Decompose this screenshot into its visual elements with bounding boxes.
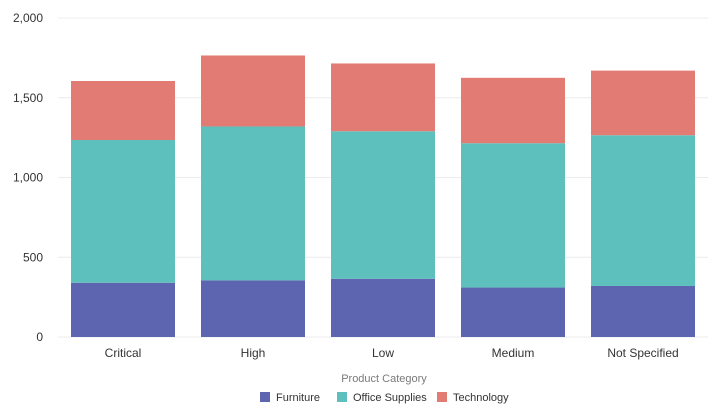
legend: Product Category Furniture Office Supplie…	[260, 373, 509, 404]
y-tick-label: 1,000	[13, 171, 43, 185]
legend-swatch-technology	[437, 392, 447, 402]
bar-low-technology[interactable]	[331, 63, 435, 132]
bar-not-specified-office-supplies[interactable]	[591, 135, 695, 286]
bar-medium-furniture[interactable]	[461, 287, 565, 337]
legend-swatch-office-supplies	[337, 392, 347, 402]
legend-item-technology[interactable]: Technology	[437, 392, 509, 404]
bar-critical-office-supplies[interactable]	[71, 140, 175, 283]
bar-critical-technology[interactable]	[71, 81, 175, 141]
legend-title: Product Category	[341, 373, 427, 385]
y-axis: 0 500 1,000 1,500 2,000	[13, 11, 43, 344]
x-axis: Critical High Low Medium Not Specified	[105, 346, 679, 360]
legend-items: Furniture Office Supplies Technology	[260, 392, 509, 404]
bar-low-office-supplies[interactable]	[331, 131, 435, 279]
legend-item-furniture[interactable]: Furniture	[260, 392, 320, 404]
legend-label-office-supplies: Office Supplies	[353, 392, 427, 404]
x-tick-label-not-specified: Not Specified	[607, 346, 678, 360]
bar-high-furniture[interactable]	[201, 280, 305, 337]
y-tick-label: 1,500	[13, 91, 43, 105]
legend-label-furniture: Furniture	[276, 392, 320, 404]
bar-low-furniture[interactable]	[331, 278, 435, 337]
legend-swatch-furniture	[260, 392, 270, 402]
legend-label-technology: Technology	[453, 392, 509, 404]
bar-critical-furniture[interactable]	[71, 282, 175, 337]
legend-item-office-supplies[interactable]: Office Supplies	[337, 392, 427, 404]
y-tick-label: 0	[36, 330, 43, 344]
x-tick-label-critical: Critical	[105, 346, 142, 360]
bar-medium-office-supplies[interactable]	[461, 143, 565, 288]
y-tick-label: 500	[23, 250, 43, 264]
bar-not-specified-furniture[interactable]	[591, 285, 695, 337]
x-tick-label-low: Low	[372, 346, 394, 360]
bar-medium-technology[interactable]	[461, 77, 565, 144]
x-tick-label-medium: Medium	[492, 346, 535, 360]
bar-high-technology[interactable]	[201, 55, 305, 127]
bar-high-office-supplies[interactable]	[201, 126, 305, 281]
x-tick-label-high: High	[241, 346, 266, 360]
bars	[71, 55, 695, 337]
y-tick-label: 2,000	[13, 11, 43, 25]
bar-not-specified-technology[interactable]	[591, 70, 695, 136]
